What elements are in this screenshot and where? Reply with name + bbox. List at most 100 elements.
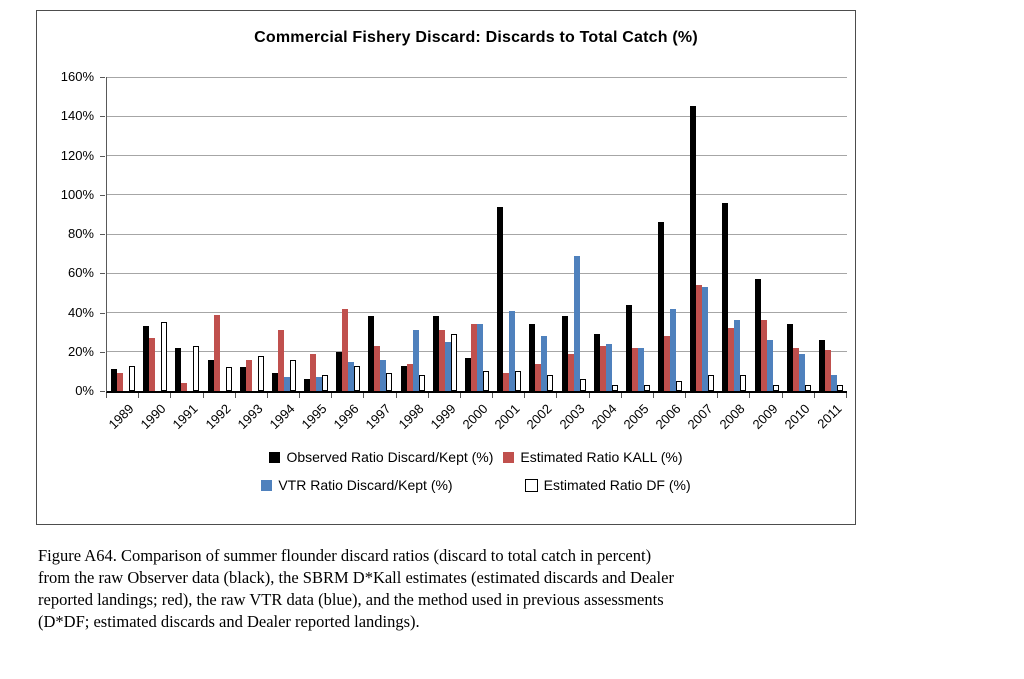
- bar-series2-1999: [444, 341, 451, 391]
- gridline: [107, 155, 847, 156]
- x-axis-tick: [106, 393, 107, 398]
- bar-group-2002: [525, 77, 557, 391]
- x-axis-tick: [170, 393, 172, 398]
- bar-series3-2004: [611, 385, 618, 391]
- x-axis-tick: [749, 393, 751, 398]
- bar-series3-2000: [482, 371, 489, 391]
- bar-series1-2009: [760, 320, 767, 391]
- chart-legend: Observed Ratio Discard/Kept (%) Estimated…: [106, 449, 846, 493]
- bar-series1-1990: [149, 338, 156, 391]
- bar-series1-1991: [181, 383, 188, 391]
- bar-series3-1990: [161, 322, 168, 391]
- bar-group-2011: [815, 77, 847, 391]
- legend-label: Observed Ratio Discard/Kept (%): [286, 449, 494, 465]
- bar-series0-2011: [818, 340, 825, 391]
- bar-series1-1992: [213, 314, 220, 391]
- bar-series3-1991: [193, 345, 200, 391]
- bar-series1-2000: [470, 324, 477, 391]
- bar-group-2010: [783, 77, 815, 391]
- x-axis-tick: [685, 393, 687, 398]
- x-axis-tick: [492, 393, 494, 398]
- bar-series1-2001: [503, 373, 510, 391]
- y-tick-label: 0%: [75, 383, 94, 398]
- x-axis-tick: [363, 393, 365, 398]
- bar-series1-1995: [310, 353, 317, 391]
- bar-group-2001: [493, 77, 525, 391]
- bar-series0-2001: [497, 206, 504, 391]
- x-axis-tick: [556, 393, 558, 398]
- bar-group-1997: [364, 77, 396, 391]
- x-axis-tick: [846, 393, 847, 398]
- y-tick-label: 60%: [67, 265, 94, 281]
- bar-series1-2005: [631, 347, 638, 391]
- bar-group-2004: [590, 77, 622, 391]
- y-tick-label: 100%: [60, 186, 94, 202]
- caption-line: (D*DF; estimated discards and Dealer rep…: [38, 612, 420, 631]
- bar-series2-2007: [702, 287, 709, 391]
- y-axis-tick: [100, 234, 105, 235]
- bar-series1-1994: [277, 330, 284, 391]
- bar-series3-1993: [257, 355, 264, 391]
- bar-series1-2008: [728, 328, 735, 391]
- y-tick-label: 160%: [60, 69, 94, 84]
- caption-line: reported landings; red), the raw VTR dat…: [38, 590, 664, 609]
- legend-label: Estimated Ratio DF (%): [543, 477, 691, 493]
- bar-series1-2003: [567, 353, 574, 391]
- legend-label: VTR Ratio Discard/Kept (%): [278, 477, 453, 493]
- bar-series0-1990: [143, 326, 150, 391]
- x-axis-tick: [395, 393, 397, 398]
- x-axis-tick: [331, 393, 333, 398]
- bar-group-2003: [557, 77, 589, 391]
- figure-caption: Figure A64. Comparison of summer flounde…: [38, 545, 818, 633]
- bar-series2-2010: [798, 353, 805, 391]
- caption-line: from the raw Observer data (black), the …: [38, 568, 674, 587]
- legend-swatch-icon: [503, 451, 515, 463]
- bar-series2-2005: [637, 347, 644, 391]
- bar-series2-1997: [380, 359, 387, 391]
- x-axis-tick: [138, 393, 140, 398]
- bar-group-2005: [622, 77, 654, 391]
- bar-series3-1997: [386, 373, 393, 391]
- x-axis-tick: [652, 393, 654, 398]
- bar-series0-1992: [207, 359, 214, 391]
- bar-series1-1998: [406, 363, 413, 391]
- bar-series2-2011: [830, 375, 837, 391]
- y-axis-tick: [100, 116, 105, 118]
- bar-series1-1996: [342, 308, 349, 391]
- bar-series1-1993: [245, 359, 252, 391]
- bar-series0-1989: [111, 369, 118, 391]
- bar-group-1996: [332, 77, 364, 391]
- bar-series3-1994: [289, 359, 296, 391]
- bar-series0-1994: [271, 373, 278, 391]
- chart-title: Commercial Fishery Discard: Discards to …: [254, 29, 698, 46]
- gridline: [107, 312, 847, 313]
- legend-item: Estimated Ratio DF (%): [524, 477, 691, 493]
- x-axis-tick: [266, 393, 268, 398]
- bar-series1-2007: [696, 285, 703, 391]
- y-tick-label: 120%: [60, 147, 94, 163]
- bar-series1-1997: [374, 345, 381, 391]
- y-axis-tick: [100, 391, 105, 392]
- bar-series0-1999: [432, 316, 439, 391]
- x-axis-tick: [234, 393, 236, 398]
- x-axis-tick: [202, 393, 204, 398]
- bar-series0-2000: [464, 357, 471, 391]
- plot-area: [106, 76, 847, 393]
- bar-series3-1999: [450, 334, 457, 391]
- x-axis-tick: [588, 393, 590, 398]
- legend-row: VTR Ratio Discard/Kept (%) Estimated Rati…: [261, 477, 691, 493]
- bar-series3-2005: [643, 385, 650, 391]
- bar-series2-1998: [412, 330, 419, 391]
- y-tick-label: 20%: [67, 343, 94, 359]
- gridline: [107, 272, 847, 274]
- bar-group-2009: [750, 77, 782, 391]
- bar-series2-2000: [476, 324, 483, 391]
- bar-series3-2003: [579, 379, 586, 391]
- x-axis-tick: [620, 393, 622, 398]
- bar-series0-2005: [625, 304, 632, 391]
- bar-series0-1995: [304, 379, 311, 391]
- bar-series3-2011: [836, 385, 843, 391]
- y-axis-tick: [100, 273, 105, 275]
- bar-series1-2004: [599, 345, 606, 391]
- bar-series3-1992: [225, 367, 232, 391]
